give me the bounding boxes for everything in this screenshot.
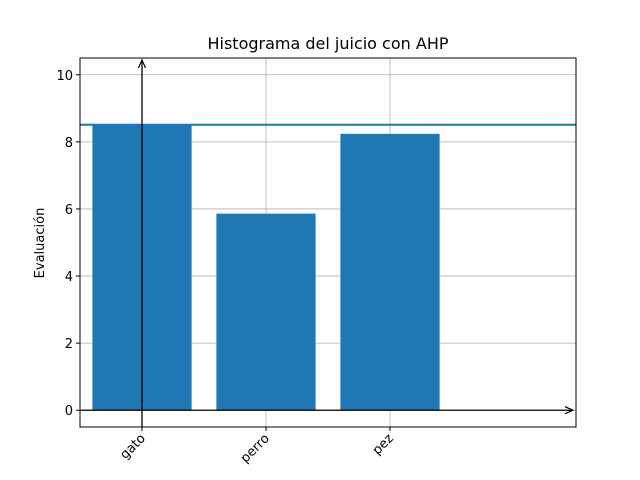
y-tick-label: 0 bbox=[65, 404, 73, 419]
bar bbox=[216, 213, 316, 411]
y-tick-label: 2 bbox=[65, 337, 73, 352]
y-axis-label: Evaluación bbox=[33, 208, 48, 279]
y-tick-label: 8 bbox=[65, 136, 73, 151]
bar bbox=[340, 133, 440, 411]
y-tick-label: 10 bbox=[56, 69, 73, 84]
y-tick-label: 6 bbox=[65, 203, 73, 218]
y-tick-label: 4 bbox=[65, 270, 73, 285]
plot-frame bbox=[79, 57, 577, 428]
chart-title: Histograma del juicio con AHP bbox=[207, 34, 448, 53]
